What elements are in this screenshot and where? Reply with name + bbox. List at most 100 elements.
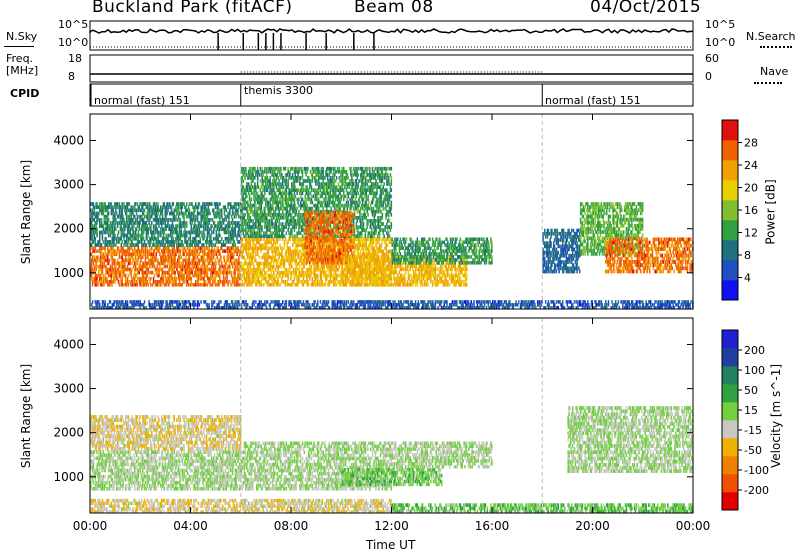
echo-cell: [183, 253, 185, 257]
echo-cell: [185, 237, 187, 241]
echo-cell: [238, 202, 240, 206]
echo-cell: [105, 237, 107, 241]
echo-cell: [180, 218, 182, 222]
echo-cell: [188, 283, 190, 287]
echo-cell: [186, 224, 188, 228]
echo-cell: [173, 237, 175, 241]
echo-cell: [156, 202, 158, 206]
echo-cell: [225, 249, 227, 253]
echo-cell: [220, 280, 222, 284]
echo-cell: [200, 240, 202, 244]
echo-cell: [108, 231, 110, 235]
echo-cell: [151, 246, 153, 250]
echo-cell: [181, 262, 183, 266]
echo-cell: [101, 243, 103, 247]
echo-cell: [122, 253, 124, 257]
echo-cell: [216, 262, 218, 266]
echo-cell: [182, 243, 184, 247]
echo-cell: [174, 218, 176, 222]
echo-cell: [179, 259, 181, 263]
echo-cell: [263, 283, 265, 287]
echo-cell: [211, 202, 213, 206]
echo-cell: [138, 231, 140, 235]
echo-cell: [164, 202, 166, 206]
echo-cell: [235, 243, 237, 247]
echo-cell: [278, 247, 280, 251]
echo-cell: [202, 205, 204, 209]
echo-cell: [140, 259, 142, 263]
echo-cell: [212, 259, 214, 263]
echo-cell: [273, 271, 275, 275]
echo-cell: [108, 218, 110, 222]
echo-cell: [205, 280, 207, 284]
echo-cell: [184, 224, 186, 228]
echo-cell: [216, 240, 218, 244]
echo-cell: [232, 265, 234, 269]
echo-cell: [210, 237, 212, 241]
echo-cell: [125, 224, 127, 228]
echo-cell: [284, 241, 286, 245]
echo-cell: [114, 280, 116, 284]
echo-cell: [182, 234, 184, 238]
echo-cell: [203, 243, 205, 247]
echo-cell: [154, 274, 156, 278]
echo-cell: [154, 256, 156, 260]
echo-cell: [199, 221, 201, 225]
echo-cell: [145, 202, 147, 206]
echo-cell: [152, 265, 154, 269]
echo-cell: [184, 277, 186, 281]
echo-cell: [200, 237, 202, 241]
echo-cell: [102, 259, 104, 263]
echo-cell: [211, 253, 213, 257]
echo-cell: [154, 243, 156, 247]
echo-cell: [135, 265, 137, 269]
echo-cell: [268, 268, 270, 272]
echo-cell: [143, 231, 145, 235]
echo-cell: [111, 277, 113, 281]
echo-cell: [121, 205, 123, 209]
echo-cell: [92, 256, 94, 260]
echo-cell: [253, 250, 255, 254]
echo-cell: [272, 250, 274, 254]
echo-cell: [204, 202, 206, 206]
echo-cell: [92, 280, 94, 284]
echo-cell: [215, 265, 217, 269]
echo-cell: [211, 240, 213, 244]
echo-cell: [234, 253, 236, 257]
echo-cell: [168, 234, 170, 238]
echo-cell: [238, 265, 240, 269]
echo-cell: [198, 280, 200, 284]
echo-cell: [147, 231, 149, 235]
echo-cell: [195, 218, 197, 222]
echo-cell: [139, 234, 141, 238]
echo-cell: [273, 256, 275, 260]
echo-cell: [165, 237, 167, 241]
echo-cell: [231, 259, 233, 263]
echo-cell: [170, 280, 172, 284]
echo-cell: [101, 280, 103, 284]
echo-cell: [253, 265, 255, 269]
echo-cell: [139, 277, 141, 281]
echo-cell: [102, 202, 104, 206]
echo-cell: [165, 265, 167, 269]
echo-cell: [205, 259, 207, 263]
echo-cell: [229, 221, 231, 225]
echo-cell: [134, 277, 136, 281]
echo-cell: [116, 240, 118, 244]
echo-cell: [285, 280, 287, 284]
echo-cell: [153, 224, 155, 228]
echo-cell: [195, 202, 197, 206]
echo-cell: [169, 274, 171, 278]
cpid-panel-frame: [90, 84, 693, 106]
echo-cell: [133, 243, 135, 247]
echo-cell: [127, 265, 129, 269]
echo-cell: [117, 221, 119, 225]
echo-cell: [209, 280, 211, 284]
echo-cell: [156, 227, 158, 231]
echo-cell: [205, 224, 207, 228]
echo-cell: [187, 240, 189, 244]
echo-cell: [243, 256, 245, 260]
echo-cell: [235, 202, 237, 206]
echo-cell: [123, 237, 125, 241]
echo-cell: [232, 224, 234, 228]
